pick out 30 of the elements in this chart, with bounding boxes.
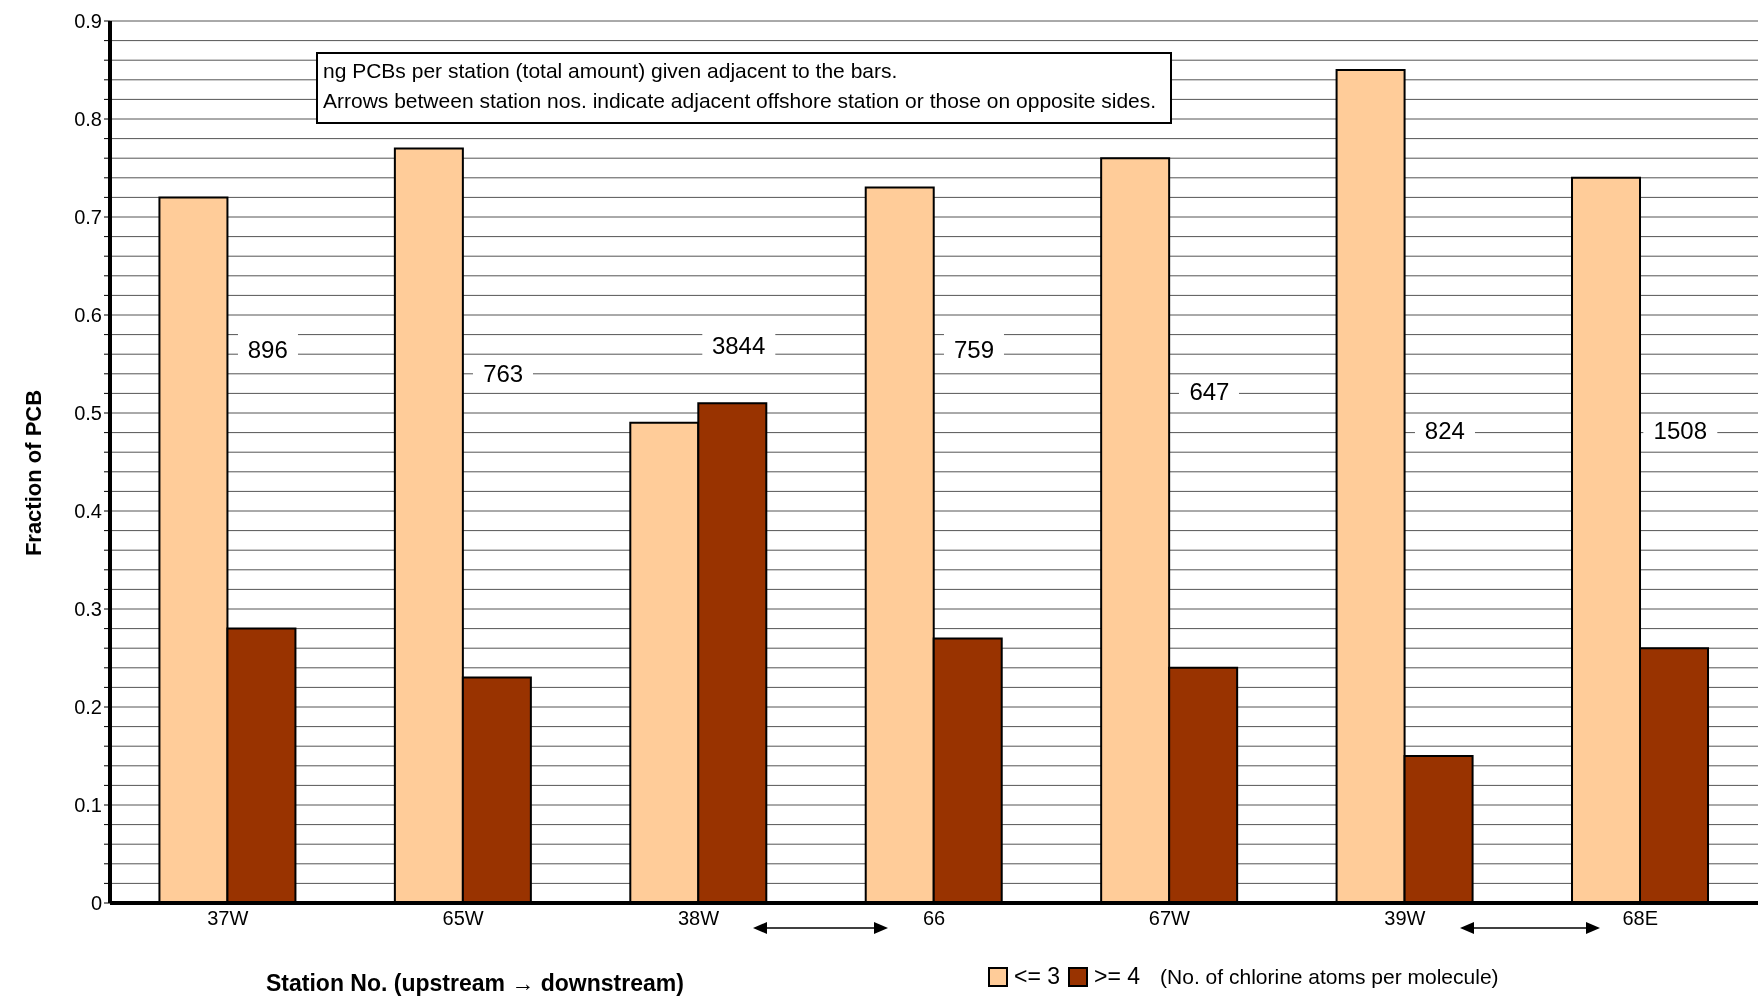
- y-tick-label: 0.5: [74, 402, 102, 425]
- annotation: 759: [943, 334, 1005, 367]
- x-tick-label: 67W: [1148, 907, 1191, 930]
- x-tick-label: 65W: [442, 907, 484, 930]
- annotation: 824: [1414, 414, 1475, 447]
- y-tick-label: 0: [90, 892, 102, 915]
- legend-label: <= 3: [1014, 963, 1061, 990]
- annotation: 3844: [701, 330, 776, 363]
- x-axis-title: Station No. (upstream → downstream): [266, 970, 684, 997]
- y-tick-label: 0.6: [74, 304, 102, 327]
- y-tick-label: 0.1: [74, 794, 102, 817]
- annotation: 763: [473, 357, 534, 390]
- y-tick-label: 0.3: [74, 598, 102, 621]
- x-tick-label: 37W: [207, 907, 249, 930]
- y-axis-title: Fraction of PCB: [21, 389, 47, 557]
- y-tick-label: 0.4: [74, 500, 102, 523]
- x-tick-label: 66: [922, 907, 946, 930]
- y-tick-label: 0.8: [74, 108, 102, 131]
- x-tick-label: 68E: [1622, 907, 1659, 930]
- annotation: 896: [237, 334, 298, 367]
- annotation: ng PCBs per station (total amount) given adjacent to the bars. Arrows between station nos. indicate adjacent offshore station or those on opposite sides.: [323, 59, 1157, 112]
- y-tick-label: 0.9: [74, 10, 102, 33]
- annotation: 1508: [1643, 414, 1717, 447]
- annotation: 647: [1179, 376, 1240, 409]
- y-tick-label: 0.2: [74, 696, 102, 719]
- legend-title: (No. of chlorine atoms per molecule): [1160, 964, 1499, 989]
- y-tick-label: 0.7: [74, 206, 102, 229]
- legend-label: >= 4: [1094, 963, 1141, 990]
- x-tick-label: 39W: [1384, 907, 1426, 930]
- x-tick-label: 38W: [678, 907, 720, 930]
